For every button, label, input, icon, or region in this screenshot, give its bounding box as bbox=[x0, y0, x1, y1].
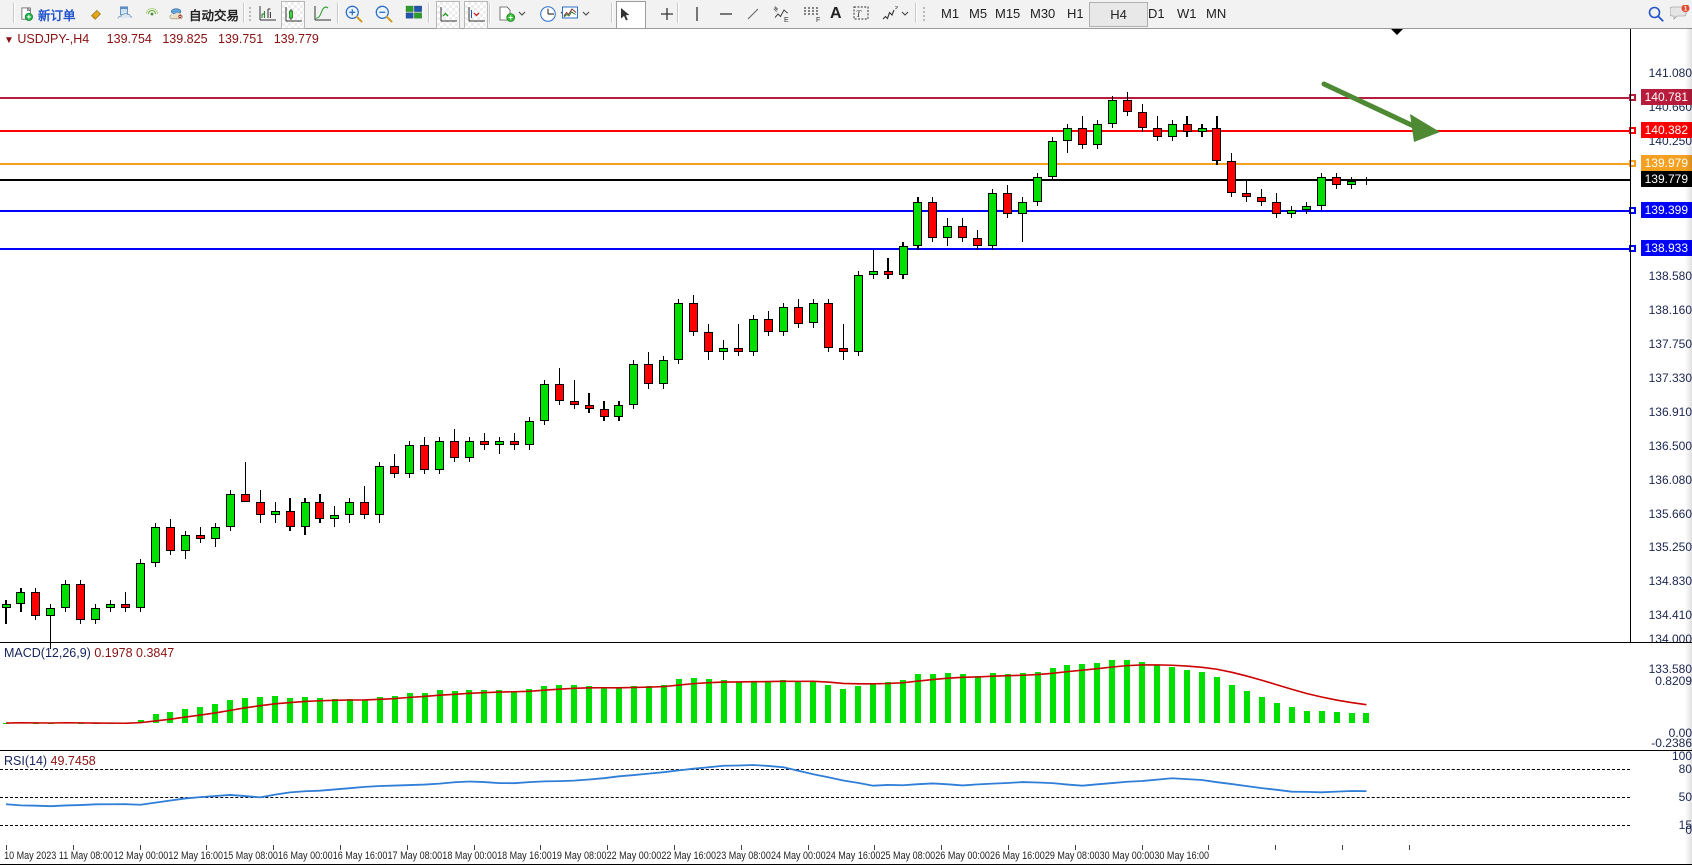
svg-text:T: T bbox=[856, 9, 862, 19]
svg-text:E: E bbox=[784, 17, 789, 23]
svg-text:F: F bbox=[816, 17, 820, 22]
